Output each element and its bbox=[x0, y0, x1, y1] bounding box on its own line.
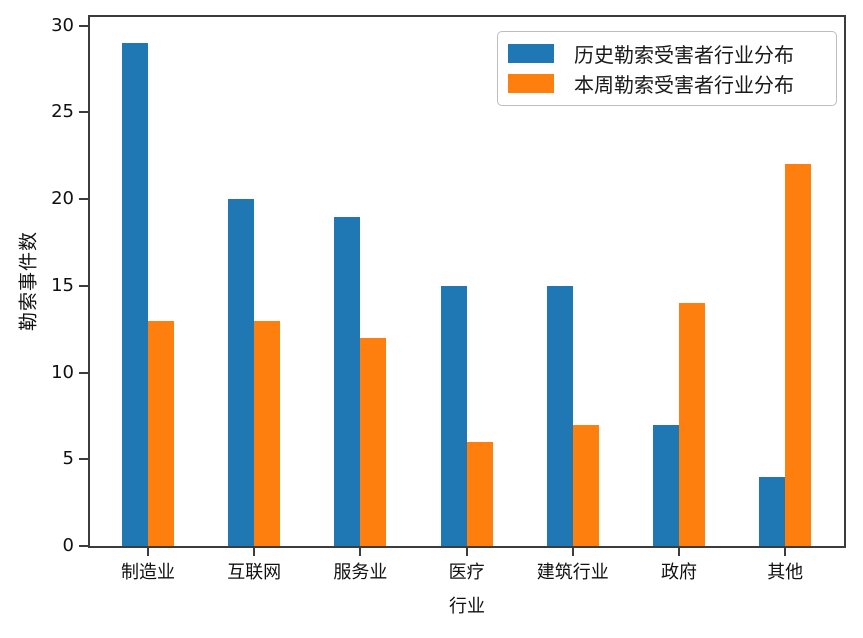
x-axis-label: 行业 bbox=[449, 596, 485, 617]
legend-entry-2: 本周勒索受害者行业分布 bbox=[508, 69, 826, 99]
legend: 历史勒索受害者行业分布 本周勒索受害者行业分布 bbox=[497, 31, 837, 106]
bar-series-2-cat-4 bbox=[466, 441, 493, 546]
bar-series-2-cat-1 bbox=[148, 320, 174, 546]
y-tick-mark bbox=[79, 24, 88, 27]
x-tick-mark bbox=[253, 548, 256, 556]
x-tick-mark bbox=[359, 548, 362, 556]
y-tick-mark bbox=[79, 458, 88, 461]
y-tick-mark bbox=[79, 284, 88, 287]
y-tick-mark bbox=[79, 111, 88, 114]
bar-series-2-cat-7 bbox=[785, 164, 812, 546]
x-tick-label-cat-7: 其他 bbox=[767, 562, 804, 583]
x-tick-label-cat-4: 医疗 bbox=[448, 562, 485, 583]
y-tick-label: 25 bbox=[51, 101, 74, 123]
x-tick-label-cat-2: 互联网 bbox=[227, 562, 282, 583]
y-tick-label: 5 bbox=[62, 448, 74, 470]
bar-series-1-cat-1 bbox=[122, 43, 148, 546]
y-tick-label: 30 bbox=[51, 14, 74, 36]
bar-series-2-cat-6 bbox=[679, 303, 705, 546]
bar-series-1-cat-2 bbox=[228, 199, 255, 546]
bar-series-1-cat-7 bbox=[759, 476, 786, 546]
legend-label: 历史勒索受害者行业分布 bbox=[574, 42, 794, 67]
bar-series-2-cat-2 bbox=[254, 320, 281, 546]
x-tick-mark bbox=[465, 548, 468, 556]
x-tick-mark bbox=[147, 548, 149, 556]
x-tick-mark bbox=[678, 548, 680, 556]
x-tick-mark bbox=[784, 548, 787, 556]
bar-series-2-cat-3 bbox=[360, 337, 387, 546]
y-tick-label: 10 bbox=[51, 361, 74, 383]
legend-label: 本周勒索受害者行业分布 bbox=[574, 73, 794, 98]
y-tick-mark bbox=[79, 198, 88, 201]
bar-series-2-cat-5 bbox=[572, 424, 599, 546]
x-tick-mark bbox=[571, 548, 574, 556]
legend-entry-1: 历史勒索受害者行业分布 bbox=[508, 38, 826, 68]
bar-series-1-cat-4 bbox=[440, 285, 467, 546]
x-tick-label-cat-3: 服务业 bbox=[333, 562, 388, 583]
y-tick-mark bbox=[79, 545, 88, 547]
x-tick-label-cat-6: 政府 bbox=[661, 562, 697, 583]
x-tick-label-cat-1: 制造业 bbox=[121, 562, 175, 583]
y-tick-label: 0 bbox=[62, 535, 74, 556]
legend-swatch-icon bbox=[508, 74, 554, 94]
y-tick-label: 15 bbox=[51, 274, 74, 296]
legend-swatch-icon bbox=[508, 43, 554, 63]
y-tick-mark bbox=[79, 371, 88, 374]
bar-series-1-cat-5 bbox=[546, 285, 573, 546]
bar-series-1-cat-6 bbox=[653, 424, 679, 546]
x-tick-label-cat-5: 建筑行业 bbox=[536, 562, 609, 583]
bar-series-1-cat-3 bbox=[334, 216, 361, 546]
y-tick-label: 20 bbox=[51, 188, 74, 210]
